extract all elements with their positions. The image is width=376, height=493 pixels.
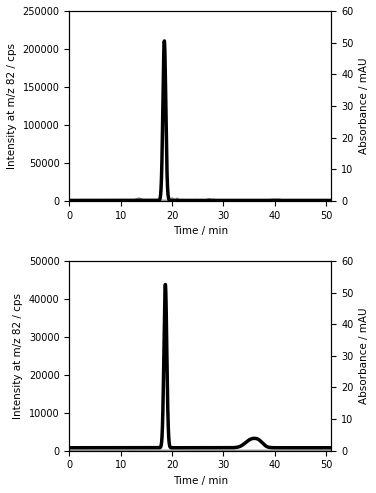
Y-axis label: Absorbance / mAU: Absorbance / mAU bbox=[359, 58, 369, 154]
X-axis label: Time / min: Time / min bbox=[173, 226, 228, 236]
X-axis label: Time / min: Time / min bbox=[173, 476, 228, 486]
Y-axis label: Intensity at m/z 82 / cps: Intensity at m/z 82 / cps bbox=[7, 43, 17, 169]
Y-axis label: Intensity at m/z 82 / cps: Intensity at m/z 82 / cps bbox=[13, 293, 23, 419]
Y-axis label: Absorbance / mAU: Absorbance / mAU bbox=[359, 308, 369, 404]
